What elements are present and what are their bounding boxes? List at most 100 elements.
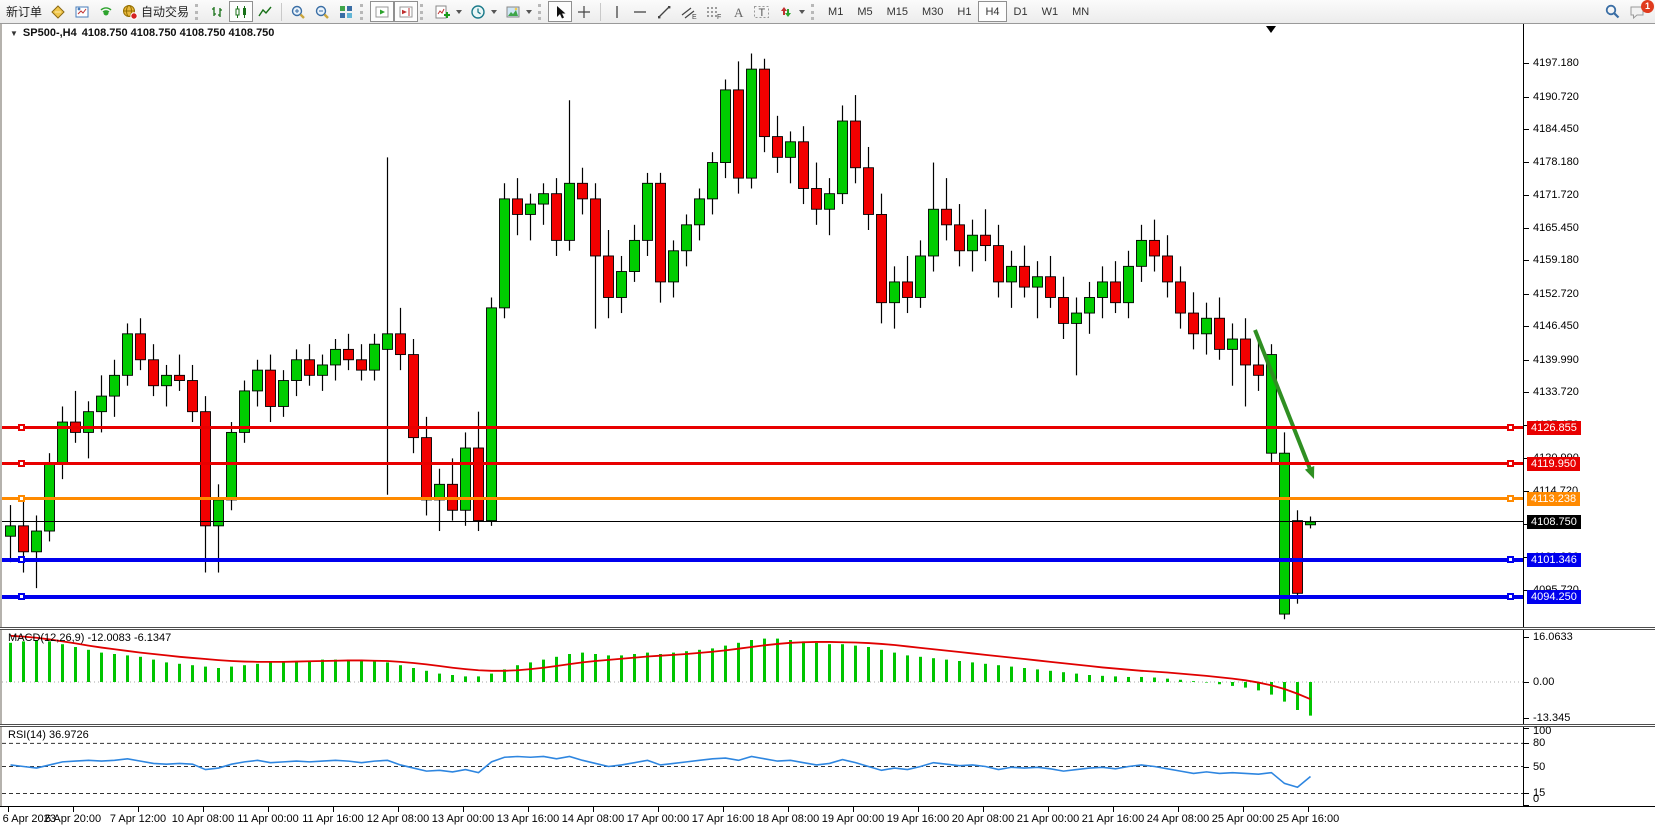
bull-candle [330,348,341,366]
time-tick-label: 13 Apr 16:00 [496,813,560,825]
horizontal-line-4119.950[interactable] [2,462,1523,466]
toolbar: 新订单 自动交易 [0,0,1655,24]
bear-candle [954,224,965,252]
tab-m30[interactable]: M30 [922,5,944,18]
macd-axis[interactable]: 16.0633 0.00 -13.345 [1523,630,1655,724]
tab-mn[interactable]: MN [1072,5,1090,18]
time-tick-label: 19 Apr 00:00 [821,813,885,825]
arrow-annotation[interactable] [1253,329,1312,469]
time-axis[interactable]: 6 Apr 2023 6 Apr 20:00 7 Apr 12:00 10 Apr 0… [0,806,1655,828]
cursor-tool-button[interactable] [548,1,573,22]
candlestick-chart-button[interactable] [229,1,254,22]
svg-text:A: A [734,5,744,20]
bear-candle [408,354,419,439]
time-tick-label: 6 Apr 2023 [2,813,56,825]
price-tick-label: 4165.450 [1533,221,1579,234]
bull-candle [1071,312,1082,324]
macd-tick-label: 0.00 [1533,676,1555,688]
horizontal-line-4126.855[interactable] [2,426,1523,430]
horizontal-line-4101.346[interactable] [2,558,1523,563]
time-tick [398,807,399,812]
bull-candle [486,307,497,522]
autotrading-button[interactable]: 自动交易 [118,1,193,22]
text-tool-button[interactable]: A [726,1,749,22]
new-order-button[interactable]: 新订单 [2,1,46,22]
rsi-pane[interactable]: RSI(14) 36.9726 [0,727,1523,806]
line-handle[interactable] [1507,593,1514,601]
price-axis[interactable]: 4197.180 4190.720 4184.450 4178.180 4171.720… [1523,24,1655,627]
tab-w1[interactable]: W1 [1041,5,1059,18]
signal-icon[interactable] [94,1,118,22]
bear-candle [1019,265,1030,288]
rsi-tick-label: 100 [1533,725,1552,737]
bar-chart-button[interactable] [205,1,229,22]
line-handle[interactable] [18,423,25,431]
time-tick [1178,807,1179,812]
tab-h1[interactable]: H1 [957,5,972,18]
autotrading-globe-icon [123,4,138,20]
search-icon[interactable] [1604,3,1621,20]
bear-candle [772,136,783,158]
collapse-one-click-icon[interactable]: ▼ [10,28,18,38]
line-chart-button[interactable] [253,1,277,22]
tab-m1[interactable]: M1 [828,5,844,18]
price-line-tag: 4094.250 [1527,590,1581,605]
price-tick-label: 4178.180 [1533,155,1579,168]
horizontal-line-4108.750[interactable] [2,521,1523,523]
bull-candle [668,250,679,283]
chevron-down-icon [456,9,463,14]
equidistant-channel-tool-button[interactable]: E [676,1,701,22]
bull-candle [681,224,692,252]
line-handle[interactable] [1507,459,1514,467]
bear-candle [941,208,952,226]
macd-pane[interactable]: MACD(12,26,9) -12.0083 -6.1347 [0,630,1523,724]
text-label-tool-button[interactable]: T [749,1,774,22]
add-indicator-button[interactable] [430,1,466,22]
chart-shift-marker[interactable] [1266,26,1276,33]
arrows-tool-button[interactable] [774,1,809,22]
arrow-annotation-head[interactable] [1304,466,1315,479]
fibonacci-tool-button[interactable]: F [701,1,726,22]
chart-shift-button[interactable] [394,1,419,22]
bull-candle [161,374,172,387]
line-handle[interactable] [18,556,25,564]
bear-candle [863,167,874,215]
market-watch-icon[interactable] [70,1,94,22]
price-chart-pane[interactable]: ▼ SP500-,H4 4108.750 4108.750 4108.750 4… [0,24,1523,627]
svg-text:F: F [717,14,721,20]
line-handle[interactable] [1507,556,1514,564]
trendline-tool-button[interactable] [652,1,676,22]
line-handle[interactable] [18,593,25,601]
pane-separator[interactable] [0,627,1655,630]
autoscroll-button[interactable] [370,1,395,22]
bull-candle [252,369,263,392]
line-handle[interactable] [1507,494,1514,502]
time-tick [853,807,854,812]
horizontal-line-tool-button[interactable] [628,1,652,22]
tab-m5[interactable]: M5 [857,5,873,18]
tile-windows-button[interactable] [334,1,358,22]
zoom-in-button[interactable] [286,1,310,22]
time-tick [723,807,724,812]
line-handle[interactable] [1507,423,1514,431]
pane-separator[interactable] [0,724,1655,727]
crosshair-tool-button[interactable] [572,1,596,22]
horizontal-line-4094.250[interactable] [2,595,1523,600]
notifications-chat-icon[interactable]: 1 [1629,0,1654,20]
templates-button[interactable] [501,1,536,22]
price-tick [1524,129,1529,131]
line-handle[interactable] [18,494,25,502]
price-tick [1524,195,1529,197]
tab-d1[interactable]: D1 [1013,5,1028,18]
chart-title: ▼ SP500-,H4 4108.750 4108.750 4108.750 4… [10,27,274,39]
tab-h4[interactable]: H4 [978,1,1007,22]
line-handle[interactable] [18,459,25,467]
rsi-axis[interactable]: 100 80 50 15 0 [1523,725,1655,806]
ticket-icon[interactable] [46,1,70,22]
tab-m15[interactable]: M15 [886,5,908,18]
bull-candle [239,390,250,433]
periods-clock-button[interactable] [466,1,501,22]
vertical-line-tool-button[interactable] [605,1,628,22]
horizontal-line-4113.238[interactable] [2,497,1523,501]
zoom-out-button[interactable] [310,1,334,22]
